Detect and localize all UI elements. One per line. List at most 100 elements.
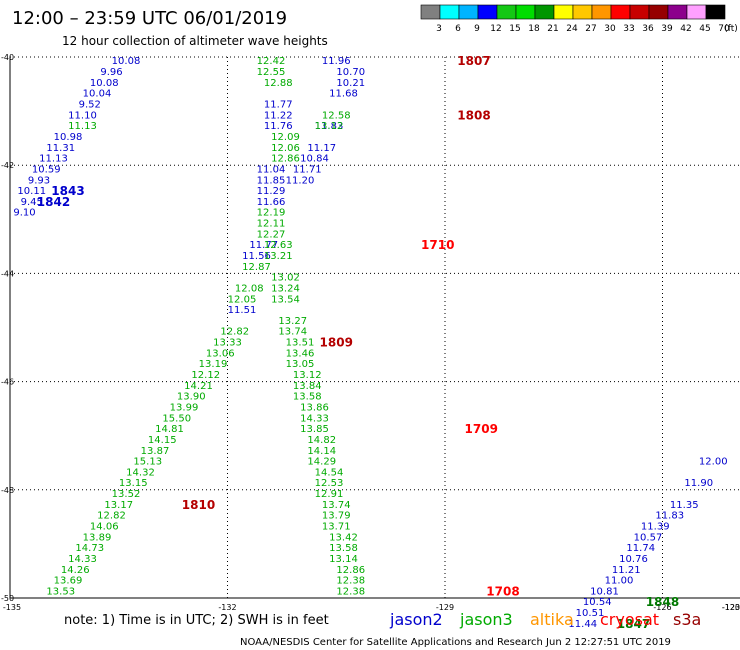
wave-height-label: 13.12 <box>315 121 344 132</box>
color-swatch <box>515 4 536 20</box>
wave-height-data-labels: 10.089.9610.0810.049.5211.1010.9811.3111… <box>13 56 728 630</box>
pass-time-label: 1843 <box>51 184 84 198</box>
wave-height-label: 12.00 <box>699 457 728 468</box>
wave-height-label: 12.12 <box>191 370 220 381</box>
satellite-legend: jason2 jason3 altika cryosat s3a <box>389 610 701 629</box>
pass-time-label: 1807 <box>457 54 490 68</box>
wave-height-label: 11.74 <box>626 543 655 554</box>
wave-height-label: 12.86 <box>336 565 365 576</box>
wave-height-label: 12.82 <box>97 511 126 522</box>
wave-height-label: 12.86 <box>271 154 300 165</box>
wave-height-label: 11.17 <box>307 143 336 154</box>
pass-time-label: 1808 <box>457 108 490 122</box>
color-swatch <box>458 4 479 20</box>
wave-height-label: 13.58 <box>329 543 358 554</box>
wave-height-label: 12.08 <box>235 283 264 294</box>
wave-height-label: 10.04 <box>83 89 112 100</box>
wave-height-label: 13.69 <box>54 576 83 587</box>
wave-height-label: 13.27 <box>278 316 307 327</box>
wave-height-label: 11.21 <box>612 565 641 576</box>
wave-height-label: 14.33 <box>68 554 97 565</box>
wave-height-label: 13.02 <box>271 273 300 284</box>
wave-height-label: 10.08 <box>90 78 119 89</box>
wave-height-label: 10.21 <box>336 78 365 89</box>
wave-height-label: 11.83 <box>655 511 684 522</box>
color-scale-label: 9 <box>474 24 480 34</box>
wave-height-label: 11.56 <box>242 251 271 262</box>
color-scale-label: 24 <box>566 24 578 34</box>
x-tick-label: -123 <box>722 603 740 612</box>
wave-height-label: 14.73 <box>75 543 104 554</box>
wave-height-label: 14.54 <box>315 467 344 478</box>
wave-height-label: 12.87 <box>242 262 271 273</box>
color-scale-label: 15 <box>509 24 520 34</box>
wave-height-label: 11.31 <box>46 143 75 154</box>
color-swatch <box>553 4 574 20</box>
wave-height-label: 13.74 <box>322 500 351 511</box>
wave-height-label: 9.45 <box>21 197 43 208</box>
wave-height-label: 9.96 <box>100 67 122 78</box>
color-scale-label: 12 <box>490 24 501 34</box>
wave-height-label: 13.06 <box>206 348 235 359</box>
wave-height-label: 11.77 <box>249 240 278 251</box>
color-swatch <box>420 4 441 20</box>
wave-height-label: 13.52 <box>112 489 141 500</box>
wave-height-label: 14.26 <box>61 565 90 576</box>
color-scale-label: 3 <box>436 24 442 34</box>
color-swatch <box>477 4 498 20</box>
wave-height-label: 11.85 <box>257 175 286 186</box>
pass-time-label: 1710 <box>421 238 454 252</box>
wave-height-label: 13.17 <box>104 500 133 511</box>
satellite-legend-item: s3a <box>673 610 701 629</box>
wave-height-label: 13.54 <box>271 294 300 305</box>
wave-height-label: 13.71 <box>322 522 351 533</box>
y-tick-label: -48 <box>1 486 14 495</box>
color-swatch <box>610 4 631 20</box>
wave-height-label: 12.06 <box>271 143 300 154</box>
wave-height-label: 10.81 <box>590 586 619 597</box>
wave-height-label: 13.15 <box>119 478 148 489</box>
wave-height-label: 15.13 <box>133 457 162 468</box>
color-scale-label: 33 <box>623 24 634 34</box>
wave-height-label: 9.10 <box>13 208 35 219</box>
wave-height-label: 13.24 <box>271 283 300 294</box>
wave-height-label: 11.96 <box>322 56 351 67</box>
satellite-legend-item: jason2 <box>389 610 443 629</box>
color-swatch <box>591 4 612 20</box>
y-tick-label: -44 <box>1 269 14 278</box>
wave-height-label: 11.51 <box>228 305 257 316</box>
color-swatch <box>667 4 688 20</box>
color-swatch <box>534 4 555 20</box>
wave-height-label: 10.76 <box>619 554 648 565</box>
pass-time-label: 1709 <box>465 422 498 436</box>
pass-time-label: 1847 <box>617 617 650 631</box>
wave-height-label: 13.74 <box>278 327 307 338</box>
wave-height-label: 12.88 <box>264 78 293 89</box>
wave-height-label: 14.21 <box>184 381 213 392</box>
color-swatch <box>629 4 650 20</box>
y-tick-label: -40 <box>1 53 14 62</box>
x-tick-label: -132 <box>218 603 236 612</box>
wave-height-label: 14.32 <box>126 467 155 478</box>
wave-height-label: 15.50 <box>162 413 191 424</box>
wave-height-label: 10.11 <box>17 186 46 197</box>
wave-height-label: 11.71 <box>293 164 322 175</box>
wave-height-label: 13.14 <box>329 554 358 565</box>
wave-height-label: 11.66 <box>257 197 286 208</box>
wave-height-label: 11.22 <box>264 110 293 121</box>
wave-height-label: 10.57 <box>634 532 663 543</box>
color-scale-label: 21 <box>547 24 558 34</box>
x-tick-label: -126 <box>653 603 671 612</box>
color-scale-unit: (ft) <box>724 24 738 34</box>
wave-height-label: 14.29 <box>307 457 336 468</box>
wave-height-label: 11.29 <box>257 186 286 197</box>
wave-height-label: 12.55 <box>257 67 286 78</box>
wave-height-label: 12.53 <box>315 478 344 489</box>
wave-height-label: 13.21 <box>264 251 293 262</box>
satellite-legend-item: altika <box>530 610 574 629</box>
wave-height-label: 10.84 <box>300 154 329 165</box>
wave-height-label: 10.54 <box>583 597 612 608</box>
wave-height-label: 11.00 <box>605 576 634 587</box>
wave-height-label: 12.82 <box>220 327 249 338</box>
